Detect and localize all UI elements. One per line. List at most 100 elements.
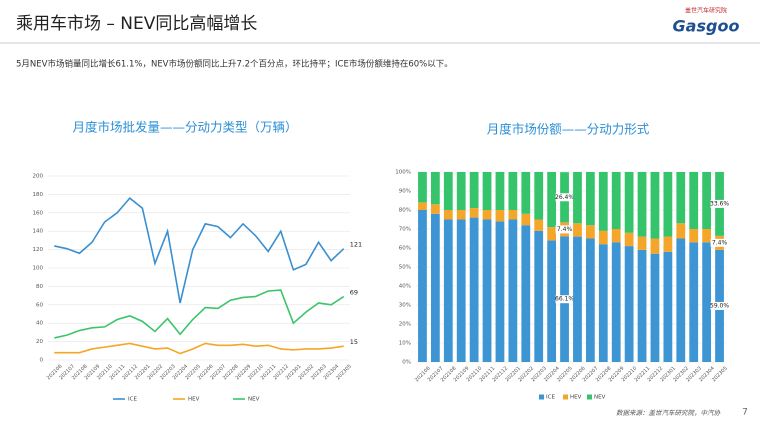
bar-segment	[418, 210, 427, 362]
y-tick-label: 90%	[399, 189, 411, 195]
y-tick-label: 40	[36, 321, 43, 327]
legend-swatch	[539, 394, 544, 400]
bar-segment	[585, 225, 595, 239]
label-box	[555, 295, 574, 304]
y-tick-label: 0	[40, 358, 44, 364]
legend-label: HEV	[570, 395, 582, 401]
bar-segment	[430, 213, 440, 362]
bar-segment	[585, 238, 595, 362]
bar-segment	[482, 210, 492, 220]
bar-segment	[495, 210, 505, 222]
data-label: 7.4%	[712, 239, 728, 246]
data-label: 66.1%	[555, 296, 574, 303]
bar-segment	[650, 253, 660, 362]
bar-segment	[585, 172, 595, 226]
bar-segment	[637, 236, 647, 250]
bar-segment	[624, 172, 634, 233]
bar-segment	[495, 221, 505, 362]
y-tick-label: 30%	[399, 303, 411, 309]
label-box	[710, 301, 729, 310]
bar-segment	[702, 242, 712, 362]
bar-segment	[676, 223, 686, 239]
bar-segment	[430, 172, 440, 205]
bar-segment	[573, 223, 582, 237]
bar-segment	[521, 172, 531, 214]
y-tick-label: 80	[36, 284, 43, 290]
label-box	[710, 199, 729, 208]
bar-segment	[547, 227, 557, 241]
chart-title: 月度市场批发量——分动力类型（万辆）	[72, 120, 297, 135]
bar-segment	[521, 225, 531, 362]
slide-title: 乘用车市场 – NEV同比高幅增长	[16, 14, 257, 34]
bar-segment	[456, 219, 466, 362]
bar-segment	[508, 210, 518, 220]
bar-segment	[547, 240, 557, 362]
y-tick-label: 160	[33, 210, 44, 216]
bar-segment	[418, 202, 427, 210]
bar-segment	[469, 208, 479, 218]
bar-segment	[482, 172, 492, 210]
y-tick-label: 70%	[399, 227, 411, 233]
y-tick-label: 40%	[399, 284, 411, 290]
data-label: 15	[350, 338, 358, 346]
data-label: 59.0%	[710, 302, 729, 309]
bar-segment	[521, 213, 531, 226]
bar-segment	[624, 246, 634, 362]
legend-label: NEV	[594, 395, 606, 401]
y-tick-label: 20	[36, 339, 43, 345]
bar-segment	[495, 172, 505, 210]
bar-segment	[508, 219, 518, 362]
bar-segment	[443, 172, 453, 210]
y-tick-label: 10%	[399, 341, 411, 347]
bar-segment	[650, 172, 660, 239]
data-label: 33.6%	[710, 200, 729, 207]
logo-brand: Gasgoo	[673, 17, 740, 36]
source: 数据来源：盖世汽车研究院，中汽协	[616, 409, 721, 417]
label-box	[710, 238, 729, 247]
bar-segment	[689, 172, 699, 229]
y-tick-label: 100%	[395, 170, 411, 176]
label-box	[555, 193, 574, 202]
bar-segment	[534, 230, 544, 362]
data-label: 69	[350, 289, 358, 297]
bar-segment	[456, 172, 466, 210]
bar-segment	[676, 238, 686, 362]
legend-label: ICE	[128, 397, 137, 403]
bar-segment	[418, 172, 427, 203]
bar-segment	[534, 219, 544, 231]
bar-segment	[676, 172, 686, 224]
line-series	[54, 342, 344, 355]
bar-segment	[663, 172, 673, 237]
y-tick-label: 120	[33, 247, 44, 253]
bar-segment	[443, 219, 453, 362]
bar-segment	[624, 232, 634, 247]
bar-segment	[598, 230, 608, 245]
chart-title: 月度市场份额——分动力形式	[487, 122, 650, 137]
y-tick-label: 200	[33, 174, 44, 180]
bar-segment	[650, 238, 660, 254]
y-tick-label: 50%	[399, 265, 411, 271]
bar-segment	[508, 172, 518, 210]
y-tick-label: 140	[33, 229, 44, 235]
page-number: 7	[742, 408, 748, 418]
bar-segment	[663, 236, 673, 252]
y-tick-label: 80%	[399, 208, 411, 214]
bar-segment	[482, 219, 492, 362]
bar-segment	[456, 210, 466, 220]
bar-segment	[598, 244, 608, 362]
y-tick-label: 180	[33, 192, 44, 198]
legend-label: HEV	[188, 397, 200, 403]
bar-segment	[611, 172, 621, 229]
bar-segment	[702, 172, 712, 229]
bar-segment	[637, 172, 647, 237]
bar-segment	[547, 172, 557, 228]
bar-segment	[637, 249, 647, 362]
y-tick-label: 60	[36, 302, 43, 308]
data-label: 26.4%	[555, 194, 574, 201]
data-label: 7.4%	[557, 226, 573, 233]
legend-label: NEV	[248, 397, 260, 403]
data-label: 121	[350, 241, 362, 249]
bar-segment	[611, 229, 621, 243]
bar-segment	[598, 172, 608, 231]
